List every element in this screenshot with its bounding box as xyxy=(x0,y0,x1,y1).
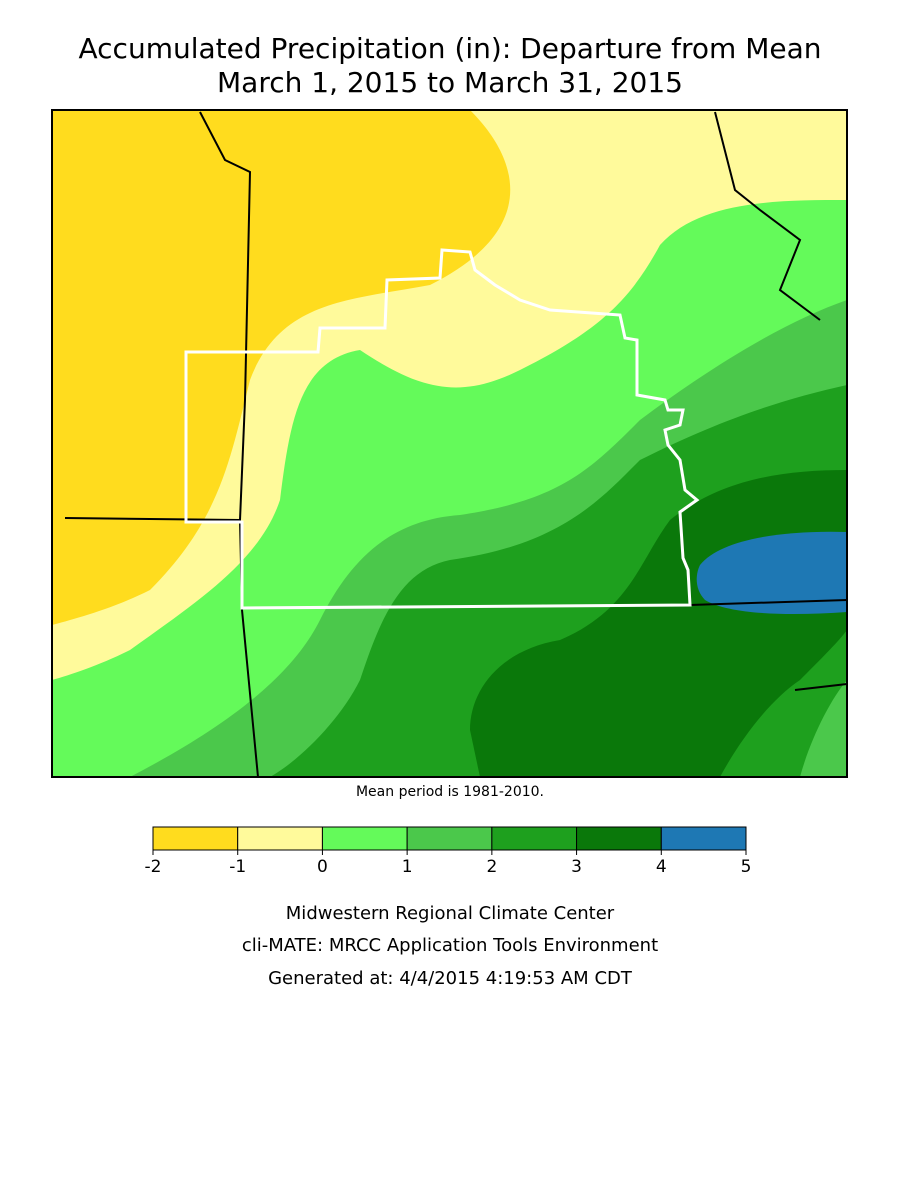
legend-swatch xyxy=(660,826,747,851)
legend-swatch xyxy=(237,826,323,851)
state-line xyxy=(64,111,252,522)
credit-line: Midwestern Regional Climate Center xyxy=(286,903,615,924)
map-region xyxy=(696,531,847,615)
legend-tick-label: 4 xyxy=(656,857,667,877)
legend-swatch xyxy=(406,826,493,851)
legend-tick-label: 2 xyxy=(486,857,497,877)
state-line xyxy=(689,599,847,606)
title-line-1: Accumulated Precipitation (in): Departur… xyxy=(79,32,822,65)
legend: -2 -1 0 1 2 3 4 5 xyxy=(145,826,752,877)
state-line xyxy=(794,683,847,691)
legend-tick-label: -2 xyxy=(145,857,162,877)
state-line xyxy=(714,111,821,321)
map xyxy=(52,110,847,777)
legend-tick-label: -1 xyxy=(229,857,246,877)
credit-line: cli-MATE: MRCC Application Tools Environ… xyxy=(242,935,658,956)
title-line-2: March 1, 2015 to March 31, 2015 xyxy=(217,66,683,99)
legend-tick-label: 3 xyxy=(571,857,582,877)
note: Mean period is 1981-2010. xyxy=(356,784,544,800)
legend-tick-label: 1 xyxy=(402,857,413,877)
legend-tick-label: 5 xyxy=(741,857,752,877)
credit-line: Generated at: 4/4/2015 4:19:53 AM CDT xyxy=(268,968,633,989)
highlight-outline xyxy=(184,248,700,610)
map-frame xyxy=(51,109,848,778)
legend-swatch xyxy=(321,826,408,851)
legend-swatch xyxy=(152,826,239,851)
legend-swatch xyxy=(576,826,662,851)
legend-swatch xyxy=(491,826,578,851)
legend-tick-label: 0 xyxy=(317,857,328,877)
